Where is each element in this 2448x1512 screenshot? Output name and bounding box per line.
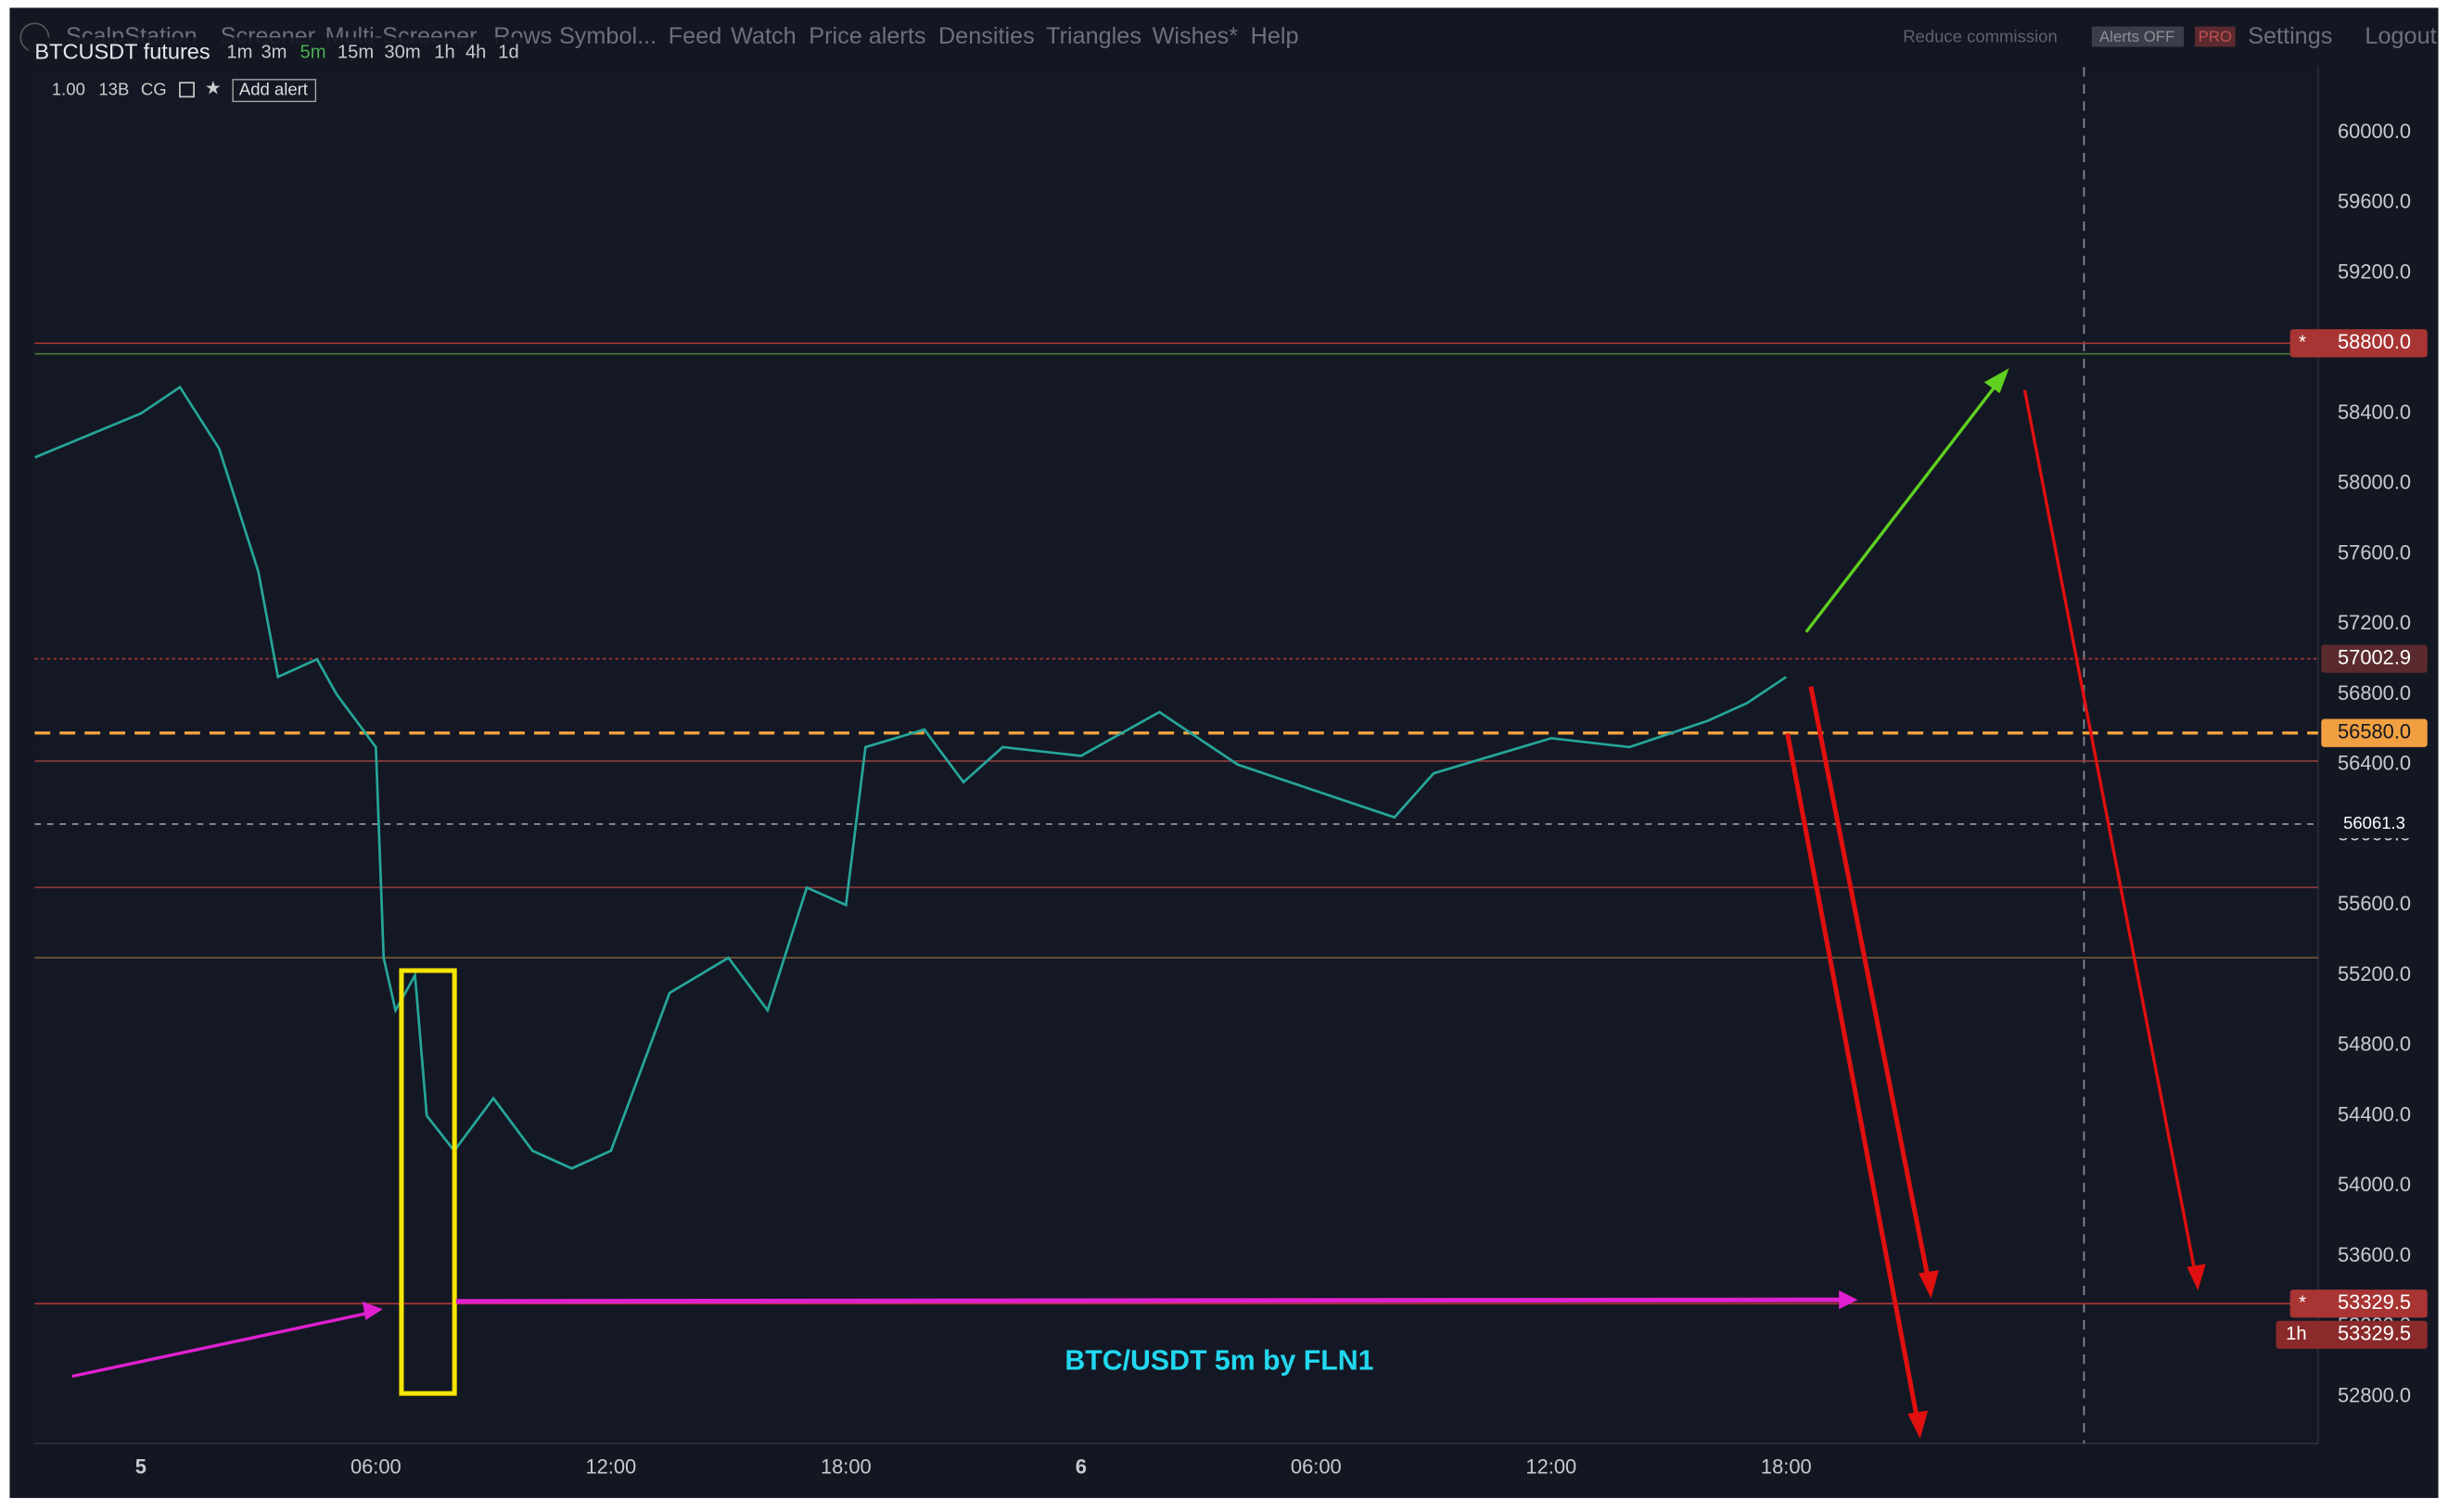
price-tag <box>2321 718 2428 747</box>
annotation: BTC/USDT 5m by FLN1 <box>1065 1345 1373 1376</box>
price-tick-label: 53600.0 <box>2338 1243 2411 1266</box>
price-tick-label: 60000.0 <box>2338 120 2411 143</box>
nav-item[interactable]: Wishes* <box>1153 23 1239 49</box>
arrow-right <box>455 1297 1842 1304</box>
tag-price: 53329.5 <box>2338 1290 2411 1314</box>
nav-item[interactable]: Feed <box>669 23 722 49</box>
alerts-toggle[interactable]: Alerts OFF <box>2099 28 2174 45</box>
add-alert[interactable]: Add alert <box>239 80 308 99</box>
price-tag <box>2289 1290 2428 1318</box>
interval[interactable]: 5m <box>300 43 326 63</box>
price-tick-label: 58400.0 <box>2338 400 2411 424</box>
price-tick-label: 59200.0 <box>2338 260 2411 283</box>
interval[interactable]: 1d <box>498 43 518 63</box>
price-tick-label: 55600.0 <box>2338 892 2411 915</box>
reduce-commission[interactable]: Reduce commission <box>1903 26 2058 45</box>
nav-item[interactable]: Densities <box>938 23 1035 49</box>
interval[interactable]: 4h <box>465 43 486 63</box>
info: CG <box>141 80 167 99</box>
arrow-up <box>1804 375 2005 633</box>
tag-price: 56061.3 <box>2343 813 2405 832</box>
nav-item[interactable]: Symbol... <box>559 23 657 49</box>
icon <box>179 82 195 98</box>
add-alert-box[interactable] <box>232 79 317 103</box>
toolbar-bg <box>28 37 525 70</box>
arrow-head <box>1983 368 2009 394</box>
interval[interactable]: 1m <box>226 43 252 63</box>
interval[interactable]: 1h <box>434 43 454 63</box>
tag-price: 58800.0 <box>2338 330 2411 353</box>
nav-item[interactable]: Watch <box>731 23 797 49</box>
price-tick-label: 55200.0 <box>2338 962 2411 985</box>
price-tick-label: 57600.0 <box>2338 540 2411 564</box>
nav-item[interactable]: Price alerts <box>809 23 925 49</box>
tag-prefix: 1h <box>2286 1324 2306 1344</box>
time-tick-label: 6 <box>1076 1455 1087 1479</box>
price-tick-label: 54400.0 <box>2338 1102 2411 1125</box>
tag-prefix: * <box>2299 1293 2306 1314</box>
tag-price: 53329.5 <box>2338 1322 2411 1345</box>
info: 13B <box>98 80 129 99</box>
time-tick-label: 5 <box>135 1455 147 1479</box>
time-tick-label: 18:00 <box>1761 1455 1812 1479</box>
nav-item[interactable]: Triangles <box>1046 23 1141 49</box>
price-tag <box>2321 809 2428 839</box>
pro-box <box>2194 26 2236 47</box>
price-tag <box>2321 644 2428 673</box>
star: ★ <box>205 78 222 98</box>
price-tag <box>2289 329 2428 358</box>
chart-area <box>34 67 2318 1443</box>
pro-badge: PRO <box>2199 28 2232 45</box>
time-tick-label: 12:00 <box>585 1455 636 1479</box>
price-tick-label: 54800.0 <box>2338 1033 2411 1056</box>
price-tick-label: 57200.0 <box>2338 611 2411 634</box>
time-tick-label: 06:00 <box>1291 1455 1342 1479</box>
arrow-head <box>2187 1264 2206 1291</box>
alerts-box[interactable] <box>2091 26 2185 47</box>
logout[interactable]: Logout <box>2365 23 2436 49</box>
tag-price: 56580.0 <box>2338 719 2411 743</box>
info: 1.00 <box>52 80 85 99</box>
arrow-right <box>71 1310 373 1379</box>
arrow-head <box>1919 1270 1939 1299</box>
price-tick-label: 58000.0 <box>2338 471 2411 494</box>
arrow-down <box>1808 686 1932 1287</box>
time-tick-label: 18:00 <box>821 1455 872 1479</box>
arrow-down <box>2022 389 2199 1280</box>
tag-prefix: * <box>2299 333 2306 353</box>
time-tick-label: 12:00 <box>1525 1455 1576 1479</box>
price-tick-label: 54000.0 <box>2338 1173 2411 1196</box>
price-line-series <box>34 385 1788 1170</box>
price-tag <box>2276 1320 2428 1350</box>
arrow-head <box>362 1301 383 1321</box>
tag-price: 57002.9 <box>2338 645 2411 668</box>
settings[interactable]: Settings <box>2248 23 2332 49</box>
nav-item[interactable]: Help <box>1251 23 1299 49</box>
arrow-head <box>1907 1410 1929 1439</box>
arrow-down <box>1785 732 1921 1427</box>
interval[interactable]: 30m <box>384 43 420 63</box>
time-tick-label: 06:00 <box>351 1455 402 1479</box>
price-tick-label: 56800.0 <box>2338 681 2411 705</box>
arrow-head <box>1839 1290 1858 1310</box>
interval[interactable]: 3m <box>261 43 287 63</box>
price-tick-label: 52800.0 <box>2338 1383 2411 1406</box>
interval[interactable]: 15m <box>338 43 374 63</box>
symbol: BTCUSDT futures <box>34 39 210 63</box>
price-tick-label: 59600.0 <box>2338 190 2411 213</box>
highlight-box <box>399 968 457 1396</box>
price-tick-label: 56400.0 <box>2338 752 2411 775</box>
